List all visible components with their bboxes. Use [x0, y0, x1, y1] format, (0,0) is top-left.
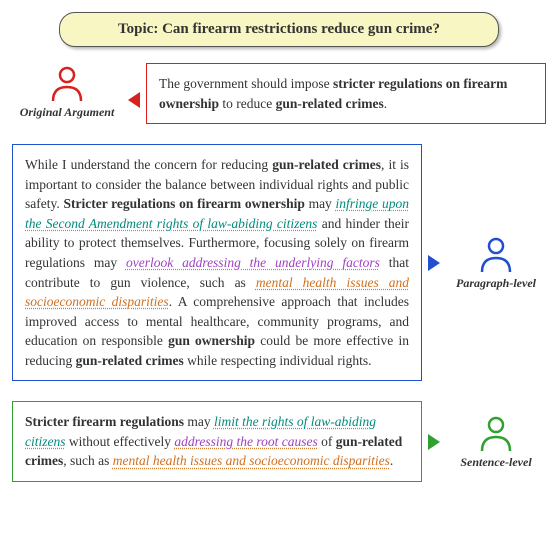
bold-text: Stricter firearm regulations: [25, 414, 184, 429]
text: While I understand the concern for reduc…: [25, 157, 272, 172]
text: of: [318, 434, 336, 449]
text: may: [184, 414, 214, 429]
link-text: overlook addressing the underlying facto…: [126, 255, 380, 270]
user-icon: [476, 413, 516, 453]
speech-pointer: [428, 434, 440, 450]
original-speech-box: The government should impose stricter re…: [146, 63, 546, 124]
bold-text: gun-related crimes: [272, 157, 381, 172]
topic-text: Topic: Can firearm restrictions reduce g…: [118, 21, 440, 37]
text: without effectively: [66, 434, 175, 449]
user-icon: [47, 63, 87, 103]
sentence-row: Stricter firearm regulations may limit t…: [12, 401, 546, 482]
speech-pointer: [428, 255, 440, 271]
paragraph-label: Paragraph-level: [456, 276, 536, 291]
link-text: addressing the root causes: [174, 434, 317, 449]
speech-pointer: [128, 92, 140, 108]
text: The government should impose: [159, 76, 333, 91]
sentence-label: Sentence-level: [460, 455, 531, 470]
original-user-block: Original Argument: [12, 63, 122, 120]
text: while respecting individual rights.: [184, 353, 372, 368]
sentence-user-block: Sentence-level: [446, 413, 546, 470]
link-text: mental health issues and socioeconomic d…: [113, 453, 390, 468]
sentence-speech-box: Stricter firearm regulations may limit t…: [12, 401, 422, 482]
original-row: Original Argument The government should …: [12, 63, 546, 124]
text: .: [384, 96, 387, 111]
paragraph-user-block: Paragraph-level: [446, 234, 546, 291]
bold-text: gun-related crimes: [276, 96, 384, 111]
text: , such as: [63, 453, 113, 468]
user-icon: [476, 234, 516, 274]
paragraph-row: While I understand the concern for reduc…: [12, 144, 546, 381]
text: to reduce: [219, 96, 276, 111]
topic-banner: Topic: Can firearm restrictions reduce g…: [59, 12, 499, 47]
original-label: Original Argument: [20, 105, 115, 120]
bold-text: Stricter regulations on firearm ownershi…: [63, 196, 304, 211]
bold-text: gun-related crimes: [76, 353, 184, 368]
text: may: [305, 196, 336, 211]
bold-text: gun ownership: [168, 333, 255, 348]
text: .: [390, 453, 393, 468]
paragraph-speech-box: While I understand the concern for reduc…: [12, 144, 422, 381]
